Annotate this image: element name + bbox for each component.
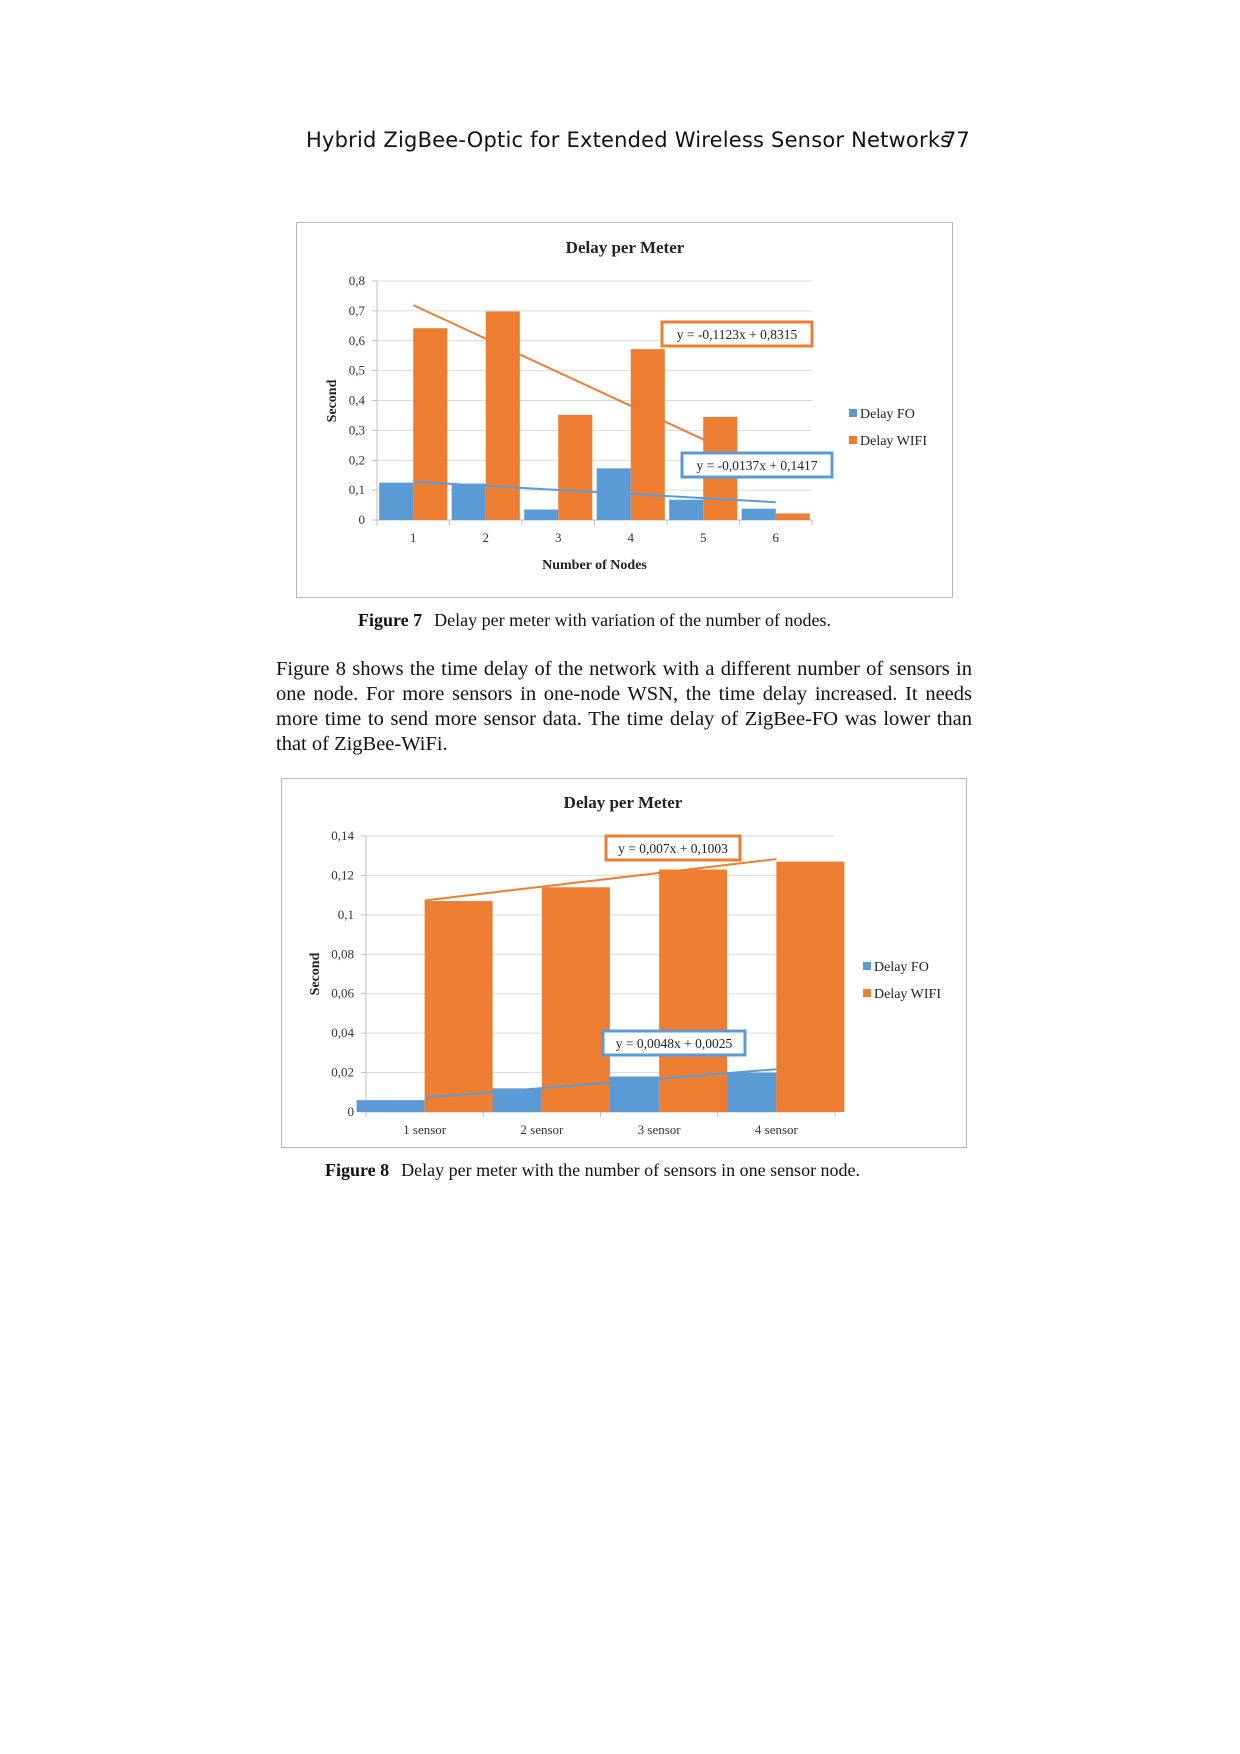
fig7-x-tick-label: 6 (773, 530, 780, 545)
figure-8-caption-number: Figure 8 (325, 1160, 390, 1180)
fig7-y-axis-title: Second (325, 379, 340, 422)
fig7-x-tick-label: 5 (700, 530, 707, 545)
body-paragraph: Figure 8 shows the time delay of the net… (276, 658, 972, 755)
fig8-y-tick-label: 0 (348, 1104, 355, 1119)
fig7-trend-equation-fo: y = -0,0137x + 0,1417 (697, 458, 818, 473)
page-number: 77 (942, 128, 970, 152)
figure-7-caption-text: Delay per meter with variation of the nu… (434, 610, 832, 630)
fig8-bar-fo (356, 1100, 425, 1112)
fig8-y-tick-label: 0,1 (338, 907, 354, 922)
fig7-title: Delay per Meter (566, 238, 685, 257)
fig7-trend-equation-box-wifi (660, 320, 814, 348)
fig8-x-tick-label: 4 sensor (755, 1122, 799, 1137)
fig7-bar-wifi (413, 328, 448, 520)
fig8-legend-label-wifi: Delay WIFI (874, 987, 941, 1002)
fig7-legend-swatch-fo (849, 409, 857, 417)
fig7-x-tick-label: 4 (628, 530, 635, 545)
fig7-bar-fo (524, 509, 559, 520)
fig8-y-tick-label: 0,04 (331, 1025, 354, 1040)
fig8-trendline-wifi (424, 858, 777, 902)
fig8-title: Delay per Meter (564, 793, 683, 812)
fig8-y-tick-label: 0,12 (331, 867, 354, 882)
figure-7-svg: Delay per Meter 0 0,1 0,2 0,3 0,4 0,5 0,6 0,7 0,8… (325, 238, 927, 573)
fig7-bar-fo (379, 482, 414, 520)
fig7-bar-fo (669, 499, 704, 520)
fig7-trend-equation-box-fo (680, 451, 834, 479)
fig8-y-tick-label: 0,08 (331, 946, 354, 961)
fig8-bar-wifi (776, 861, 845, 1112)
fig7-y-tick-label: 0,3 (349, 422, 365, 437)
fig7-x-axis-title: Number of Nodes (542, 558, 647, 573)
fig8-legend-swatch-wifi (863, 989, 871, 997)
fig8-y-tick-label: 0,14 (331, 828, 354, 843)
running-head: Hybrid ZigBee-Optic for Extended Wireles… (306, 128, 970, 158)
fig7-legend-swatch-wifi (849, 436, 857, 444)
fig8-y-axis-title: Second (308, 952, 323, 995)
fig7-bar-wifi (558, 414, 593, 520)
fig8-legend-label-fo: Delay FO (874, 960, 929, 975)
fig7-bar-wifi (775, 513, 810, 520)
fig8-legend-swatch-fo (863, 962, 871, 970)
fig8-trend-equation-fo: y = 0,0048x + 0,0025 (616, 1036, 733, 1051)
fig8-x-tick-label: 3 sensor (638, 1122, 682, 1137)
fig8-trend-equation-box-fo (601, 1029, 747, 1057)
fig7-x-tick-label: 2 (483, 530, 490, 545)
fig8-bar-wifi (424, 901, 493, 1112)
figure-8-chart: Delay per Meter 0 0,02 0,04 0,06 0,08 0,1 0,12 0… (281, 778, 967, 1148)
fig7-bar-wifi (630, 349, 665, 520)
fig7-x-tick-label: 1 (410, 530, 417, 545)
fig7-bar-fo (451, 483, 486, 520)
figure-8-caption: Figure 8 Delay per meter with the number … (325, 1160, 860, 1181)
fig8-y-tick-label: 0,02 (331, 1065, 354, 1080)
fig8-trend-equation-box-wifi (604, 834, 742, 862)
figure-7-chart: Delay per Meter 0 0,1 0,2 0,3 0,4 0,5 0,6 0,7 0,8… (296, 222, 953, 598)
figure-8-svg: Delay per Meter 0 0,02 0,04 0,06 0,08 0,1 0,12 0… (308, 793, 941, 1137)
fig7-legend-label-fo: Delay FO (860, 407, 915, 422)
fig7-y-tick-label: 0,2 (349, 452, 365, 467)
figure-7-caption: Figure 7 Delay per meter with variation o… (358, 610, 831, 631)
fig7-y-tick-label: 0 (359, 512, 366, 527)
fig7-y-tick-label: 0,6 (349, 333, 366, 348)
fig7-y-tick-label: 0,5 (349, 363, 365, 378)
fig7-x-tick-label: 3 (555, 530, 562, 545)
fig7-bar-fo (741, 508, 776, 520)
fig7-trend-equation-wifi: y = -0,1123x + 0,8315 (677, 327, 798, 342)
fig8-x-tick-label: 2 sensor (520, 1122, 564, 1137)
fig7-y-tick-label: 0,7 (349, 303, 366, 318)
fig7-legend-label-wifi: Delay WIFI (860, 434, 927, 449)
fig8-trend-equation-wifi: y = 0,007x + 0,1003 (618, 841, 728, 856)
fig7-y-tick-label: 0,1 (349, 482, 365, 497)
fig7-y-tick-label: 0,4 (349, 393, 366, 408)
fig7-trendline-fo (413, 480, 776, 504)
fig8-bar-wifi (659, 869, 728, 1112)
fig8-bar-wifi (541, 887, 610, 1112)
fig8-trendline-fo (424, 1068, 777, 1099)
figure-8-caption-text: Delay per meter with the number of senso… (401, 1160, 861, 1180)
fig7-y-tick-label: 0,8 (349, 273, 365, 288)
fig7-bar-wifi (485, 311, 520, 520)
running-head-title: Hybrid ZigBee-Optic for Extended Wireles… (306, 128, 952, 152)
fig8-x-tick-label: 1 sensor (403, 1122, 447, 1137)
figure-7-caption-number: Figure 7 (358, 610, 423, 630)
fig8-y-tick-label: 0,06 (331, 986, 354, 1001)
fig7-trendline-wifi (412, 304, 777, 474)
